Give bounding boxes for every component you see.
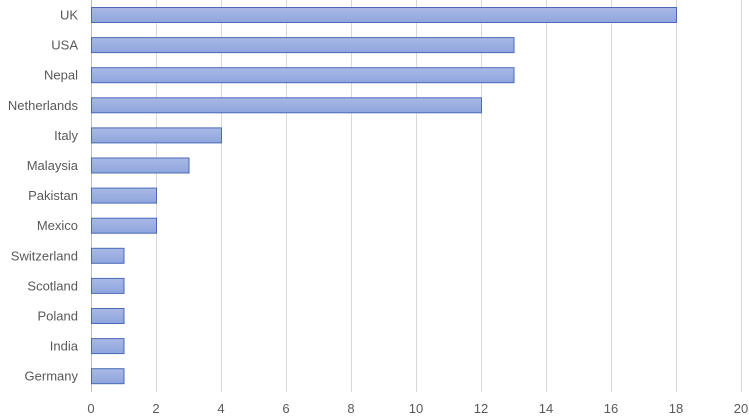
category-label: Netherlands	[8, 98, 79, 113]
category-label: UK	[60, 8, 78, 23]
category-label: Switzerland	[11, 248, 78, 263]
category-label: Mexico	[37, 218, 78, 233]
bar-india	[91, 338, 125, 355]
category-label: Poland	[38, 309, 78, 324]
x-tick-label: 10	[409, 401, 423, 416]
category-label: Scotland	[27, 278, 78, 293]
x-tick-label: 6	[282, 401, 289, 416]
x-tick-label: 4	[217, 401, 224, 416]
bar-poland	[91, 308, 125, 324]
category-label: Malaysia	[27, 158, 79, 173]
bar-malaysia	[91, 157, 190, 174]
x-tick-label: 8	[347, 401, 354, 416]
bar-mexico	[91, 217, 157, 234]
x-tick-label: 0	[87, 401, 94, 416]
x-tick-label: 20	[734, 401, 748, 416]
category-label: Pakistan	[28, 188, 78, 203]
bar-usa	[91, 37, 515, 54]
bar-italy	[91, 127, 222, 144]
category-label: USA	[51, 38, 78, 53]
x-tick-label: 12	[474, 401, 488, 416]
category-label: Nepal	[44, 68, 78, 83]
bar-switzerland	[91, 247, 125, 264]
bar-netherlands	[91, 97, 482, 114]
category-label: Germany	[25, 369, 79, 384]
bar-uk	[91, 7, 677, 23]
bar-pakistan	[91, 187, 157, 204]
bar-nepal	[91, 67, 515, 84]
x-tick-labels: 0 2 4 6 8 10 12 14 16 18 20	[87, 401, 748, 416]
gridlines	[91, 0, 742, 392]
category-labels: UK USA Nepal Netherlands Italy Malaysia Pakist…	[8, 8, 79, 384]
x-tick-label: 16	[604, 401, 618, 416]
bar-germany	[91, 368, 125, 385]
bar-scotland	[91, 277, 125, 294]
x-tick-label: 2	[152, 401, 159, 416]
x-tick-label: 14	[539, 401, 553, 416]
category-label: Italy	[54, 128, 78, 143]
bars	[91, 7, 677, 385]
x-tick-label: 18	[669, 401, 683, 416]
category-label: India	[50, 339, 79, 354]
